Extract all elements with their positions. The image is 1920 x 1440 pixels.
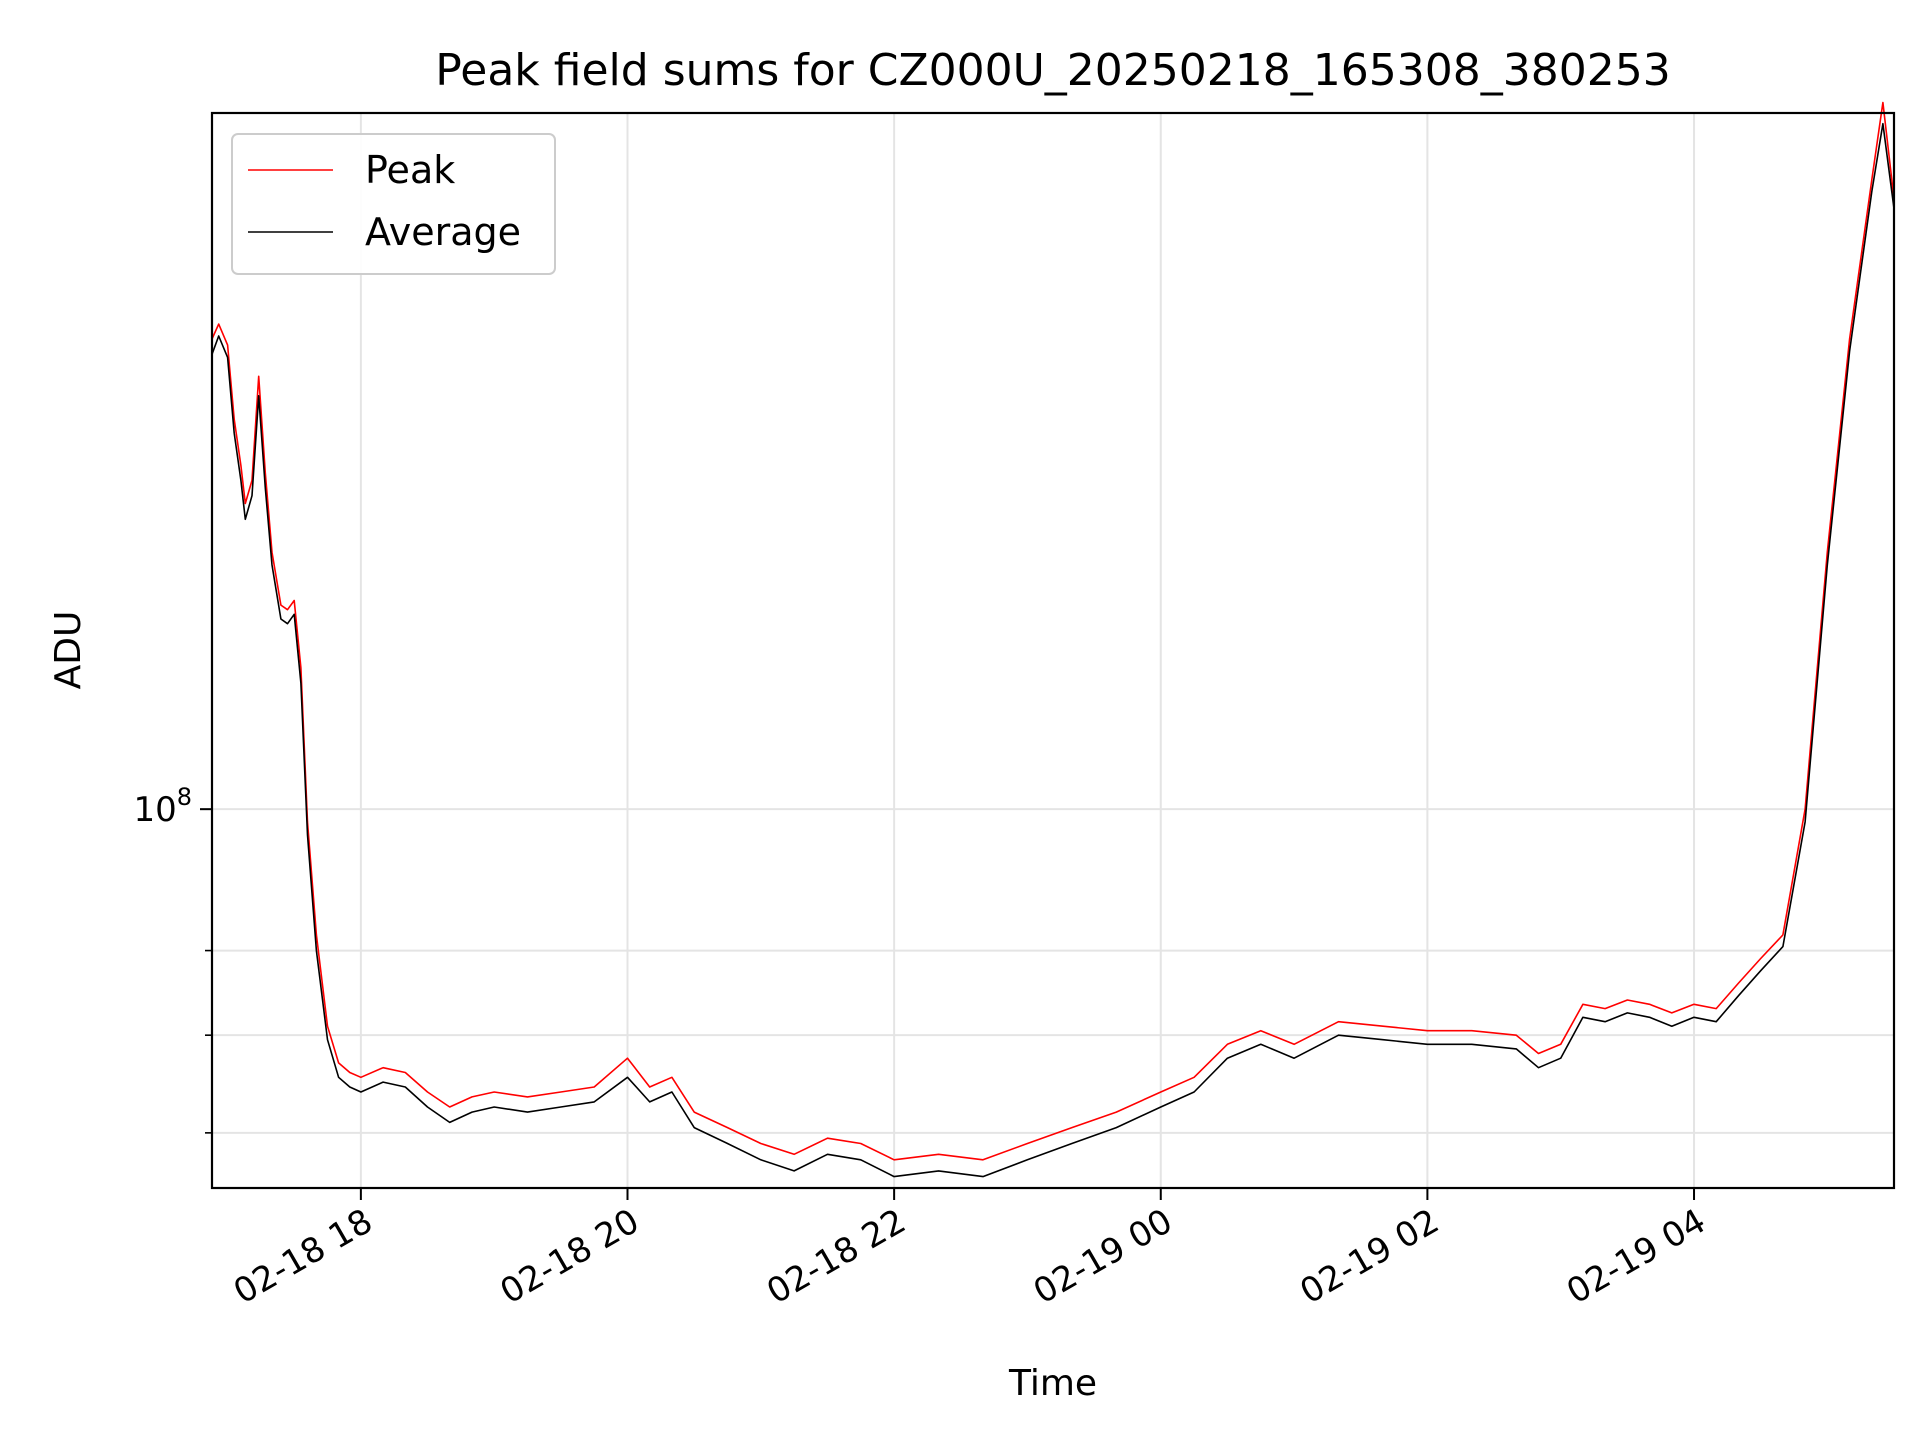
y-axis-ticks: 108 xyxy=(133,783,212,1134)
series-line-average xyxy=(211,122,1895,1178)
legend-label-peak: Peak xyxy=(365,148,455,192)
x-axis-label: Time xyxy=(1008,1363,1097,1404)
grid-lines xyxy=(212,113,1894,1188)
x-tick-label: 02-18 20 xyxy=(494,1201,646,1312)
series-line-peak xyxy=(211,101,1895,1161)
x-tick-label: 02-18 18 xyxy=(227,1201,379,1312)
x-tick-label: 02-18 22 xyxy=(760,1201,912,1312)
x-tick-label: 02-19 04 xyxy=(1560,1201,1712,1312)
legend-label-average: Average xyxy=(365,210,521,254)
y-tick-label: 108 xyxy=(133,783,192,830)
x-tick-label: 02-19 02 xyxy=(1294,1201,1446,1312)
series-lines xyxy=(211,101,1895,1178)
y-axis-label: ADU xyxy=(48,611,89,690)
chart-title: Peak field sums for CZ000U_20250218_1653… xyxy=(435,45,1670,96)
legend: Peak Average xyxy=(231,133,556,275)
legend-box xyxy=(231,133,556,275)
x-axis-ticks: 02-18 18 02-18 20 02-18 22 02-19 00 02-19 02… xyxy=(227,1188,1713,1312)
x-tick-label: 02-19 00 xyxy=(1027,1201,1179,1312)
plot-frame xyxy=(210,111,1896,1190)
